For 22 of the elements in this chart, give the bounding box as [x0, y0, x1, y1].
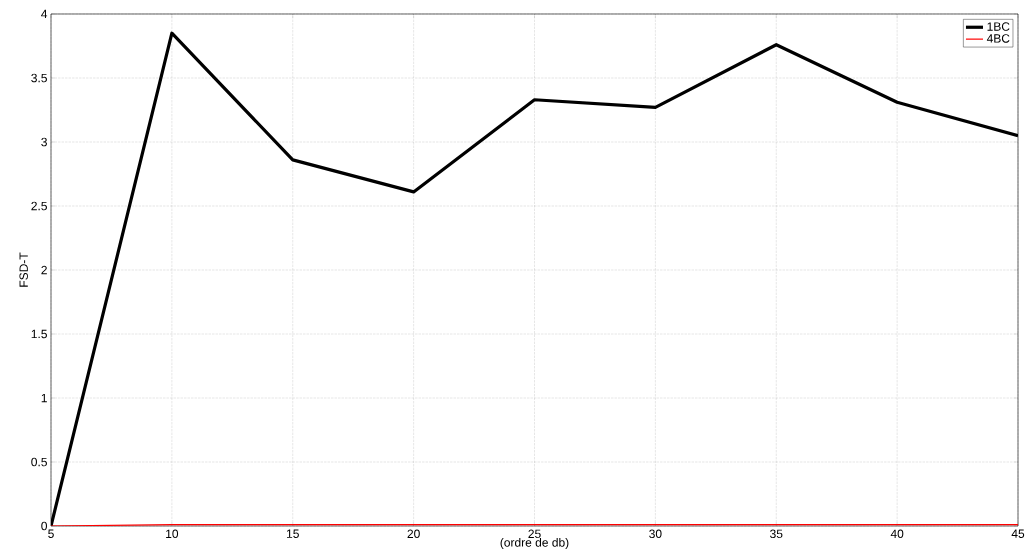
x-tick-label: 15	[286, 529, 299, 538]
x-tick-label: 40	[890, 529, 904, 539]
x-tick-label: 45	[1011, 529, 1025, 538]
y-tick-label: 2.5	[31, 201, 47, 211]
y-tick-label: 0.5	[31, 457, 47, 467]
y-tick-label: 2	[41, 265, 47, 275]
y-tick-label: 4	[41, 9, 48, 19]
y-tick-label: 3.5	[31, 73, 47, 83]
x-tick-label: 35	[770, 529, 783, 539]
y-tick-label: 3	[41, 137, 47, 147]
x-tick-label: 25	[528, 529, 541, 539]
y-tick-label: 1.5	[31, 329, 47, 339]
y-tick-label: 0	[41, 521, 48, 531]
y-tick-label: 1	[41, 393, 47, 403]
legend-label: 1BC	[987, 22, 1010, 31]
x-tick-label: 10	[166, 529, 179, 539]
y-axis-title: FSD-T	[19, 252, 28, 287]
x-tick-label: 20	[407, 529, 420, 539]
x-tick-label: 5	[48, 529, 54, 538]
x-tick-label: 30	[649, 529, 662, 539]
x-axis-title: (ordre de db)	[500, 537, 569, 550]
legend-label: 4BC	[986, 34, 1010, 43]
